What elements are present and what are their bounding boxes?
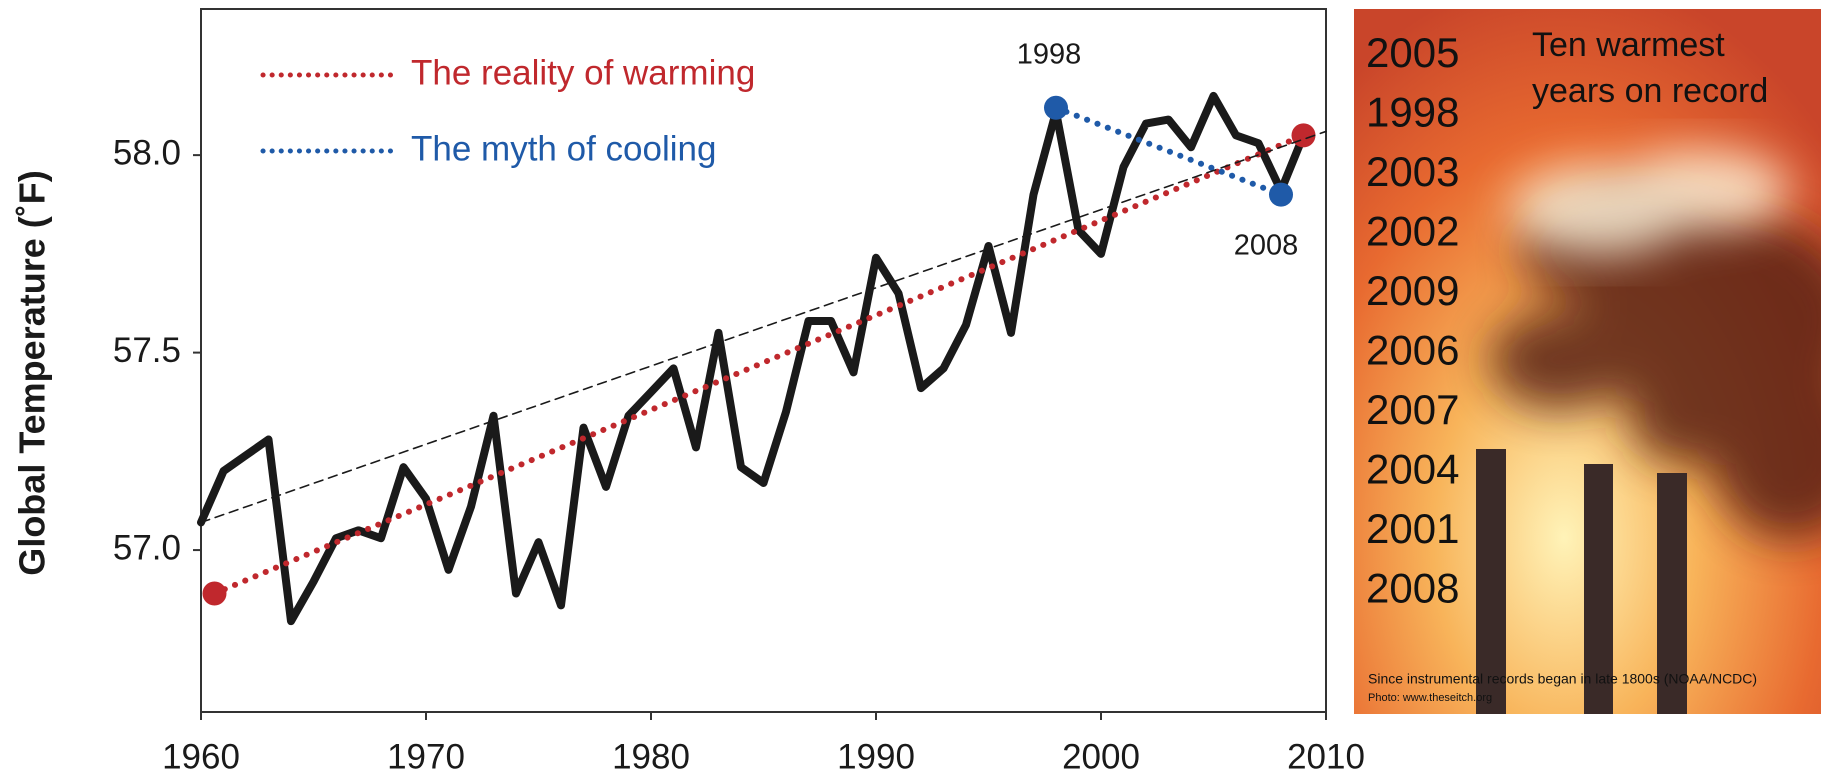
legend-label: The myth of cooling	[411, 129, 716, 168]
y-tick-label: 57.0	[113, 528, 181, 567]
point	[1291, 123, 1316, 148]
panel-year: 2009	[1366, 267, 1459, 314]
series-line	[211, 132, 1307, 597]
point-label: 1998	[1017, 38, 1082, 70]
point	[1044, 95, 1068, 120]
panel-year: 2001	[1366, 505, 1459, 552]
panel-year: 2003	[1366, 148, 1459, 195]
x-tick-label: 1970	[387, 737, 465, 776]
panel-year: 2008	[1366, 565, 1459, 612]
panel-year: 2004	[1366, 446, 1459, 493]
y-axis-label: Global Temperature (˚F)	[12, 170, 53, 575]
x-tick-label: 1990	[837, 737, 915, 776]
panel-credit: Photo: www.theseitch.org	[1368, 692, 1492, 704]
series-line	[200, 130, 1327, 524]
panel-title: years on record	[1532, 72, 1768, 110]
legend-label: The reality of warming	[411, 53, 755, 92]
panel-title: Ten warmest	[1532, 26, 1725, 64]
photo-panel	[1354, 9, 1821, 714]
y-tick-label: 57.5	[113, 331, 181, 370]
series-line	[1053, 104, 1284, 198]
point	[1269, 182, 1293, 207]
panel-year: 2005	[1366, 29, 1459, 76]
panel-year: 2002	[1366, 208, 1459, 255]
panel-caption: Since instrumental records began in late…	[1368, 671, 1757, 687]
panel-year: 1998	[1366, 89, 1459, 136]
x-tick-label: 2000	[1062, 737, 1140, 776]
x-tick-label: 2010	[1287, 737, 1365, 776]
point	[202, 581, 227, 606]
y-tick-label: 58.0	[113, 133, 181, 172]
panel-year: 2006	[1366, 327, 1459, 374]
plot-frame	[200, 8, 1327, 713]
point-label: 2008	[1234, 229, 1299, 261]
panel-text: Ten warmest years on record Since instru…	[1368, 26, 1768, 704]
panel-year: 2007	[1366, 386, 1459, 433]
series-line	[197, 91, 1308, 626]
x-tick-label: 1980	[612, 737, 690, 776]
x-tick-label: 1960	[162, 737, 240, 776]
